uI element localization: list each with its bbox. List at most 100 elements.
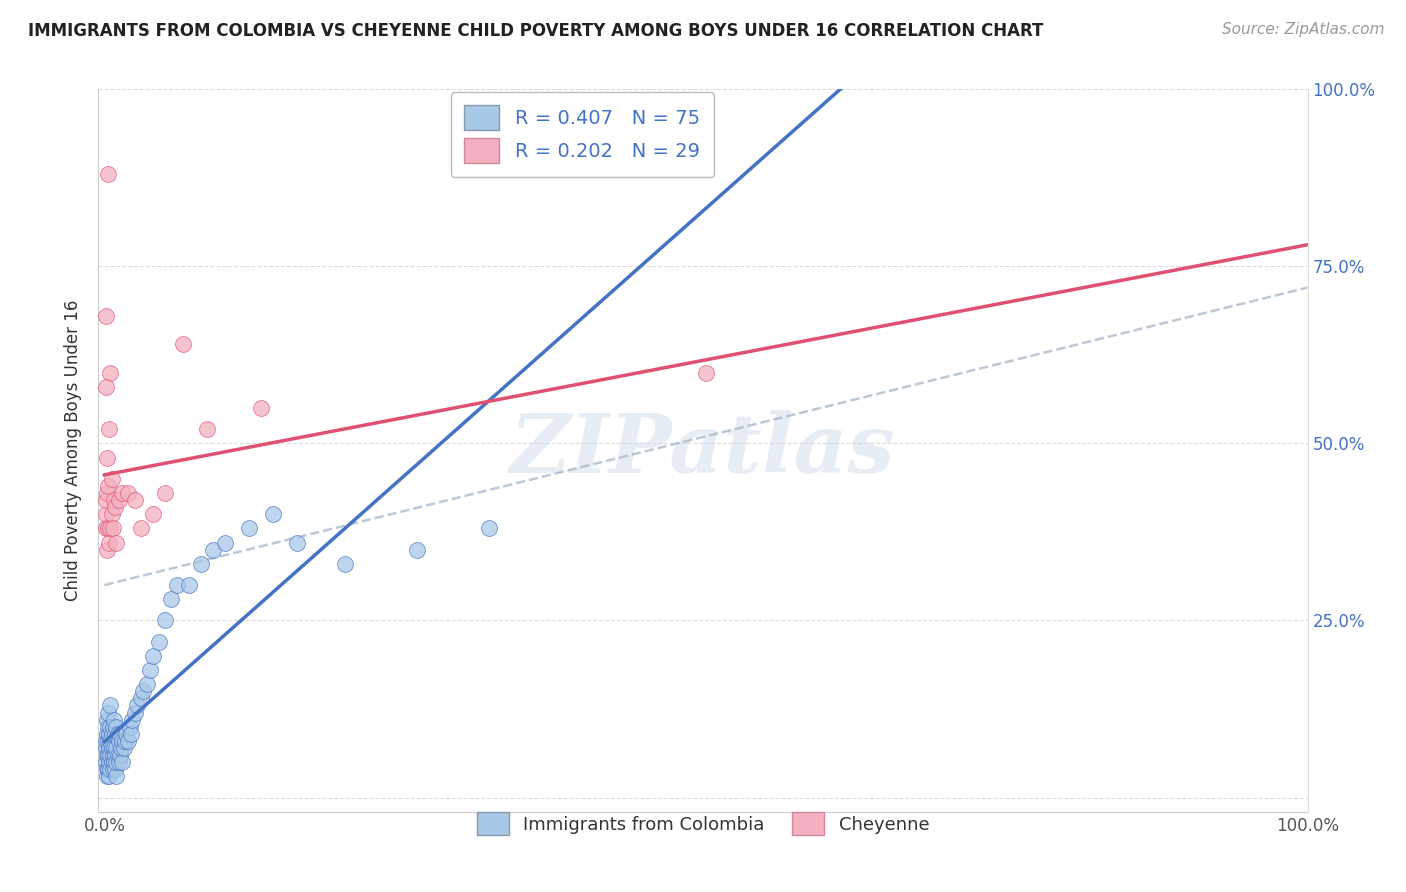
- Point: [107, 747, 129, 762]
- Point: [100, 720, 122, 734]
- Point: [108, 755, 131, 769]
- Point: [111, 734, 134, 748]
- Point: [98, 422, 121, 436]
- Point: [100, 366, 122, 380]
- Point: [103, 741, 125, 756]
- Point: [101, 747, 124, 762]
- Point: [105, 755, 128, 769]
- Point: [129, 691, 152, 706]
- Point: [238, 521, 260, 535]
- Point: [135, 677, 157, 691]
- Point: [695, 366, 717, 380]
- Point: [94, 521, 117, 535]
- Point: [100, 507, 122, 521]
- Point: [333, 557, 356, 571]
- Point: [97, 521, 120, 535]
- Point: [98, 755, 121, 769]
- Point: [108, 734, 131, 748]
- Point: [117, 486, 139, 500]
- Point: [406, 542, 429, 557]
- Point: [97, 479, 120, 493]
- Point: [98, 741, 121, 756]
- Point: [105, 535, 128, 549]
- Point: [103, 713, 125, 727]
- Point: [172, 337, 194, 351]
- Point: [94, 380, 117, 394]
- Point: [111, 486, 134, 500]
- Point: [96, 747, 118, 762]
- Point: [104, 762, 127, 776]
- Point: [94, 309, 117, 323]
- Text: IMMIGRANTS FROM COLOMBIA VS CHEYENNE CHILD POVERTY AMONG BOYS UNDER 16 CORRELATI: IMMIGRANTS FROM COLOMBIA VS CHEYENNE CHI…: [28, 22, 1043, 40]
- Point: [98, 727, 121, 741]
- Point: [478, 521, 501, 535]
- Legend: Immigrants from Colombia, Cheyenne: Immigrants from Colombia, Cheyenne: [465, 801, 941, 846]
- Point: [105, 720, 128, 734]
- Point: [107, 727, 129, 741]
- Point: [120, 727, 142, 741]
- Point: [148, 634, 170, 648]
- Y-axis label: Child Poverty Among Boys Under 16: Child Poverty Among Boys Under 16: [65, 300, 83, 601]
- Point: [94, 493, 117, 508]
- Point: [103, 755, 125, 769]
- Point: [94, 755, 117, 769]
- Point: [111, 755, 134, 769]
- Point: [104, 747, 127, 762]
- Point: [118, 720, 141, 734]
- Point: [97, 706, 120, 720]
- Point: [101, 521, 124, 535]
- Point: [104, 727, 127, 741]
- Point: [201, 542, 224, 557]
- Point: [96, 762, 118, 776]
- Point: [94, 741, 117, 756]
- Point: [100, 747, 122, 762]
- Point: [124, 493, 146, 508]
- Point: [98, 769, 121, 783]
- Point: [285, 535, 308, 549]
- Point: [97, 747, 120, 762]
- Point: [112, 741, 135, 756]
- Point: [100, 755, 122, 769]
- Point: [94, 734, 117, 748]
- Point: [100, 727, 122, 741]
- Point: [97, 720, 120, 734]
- Point: [190, 557, 212, 571]
- Point: [104, 500, 127, 515]
- Point: [96, 727, 118, 741]
- Point: [177, 578, 200, 592]
- Point: [166, 578, 188, 592]
- Text: ZIPatlas: ZIPatlas: [510, 410, 896, 491]
- Point: [108, 727, 131, 741]
- Point: [159, 592, 181, 607]
- Point: [124, 706, 146, 720]
- Point: [100, 472, 122, 486]
- Point: [96, 769, 118, 783]
- Point: [132, 684, 155, 698]
- Point: [101, 720, 124, 734]
- Point: [115, 727, 138, 741]
- Point: [153, 614, 176, 628]
- Point: [105, 769, 128, 783]
- Point: [94, 507, 117, 521]
- Point: [117, 734, 139, 748]
- Point: [100, 698, 122, 713]
- Point: [110, 741, 132, 756]
- Point: [214, 535, 236, 549]
- Point: [101, 762, 124, 776]
- Point: [97, 762, 120, 776]
- Point: [139, 663, 162, 677]
- Point: [114, 734, 136, 748]
- Point: [250, 401, 273, 415]
- Point: [125, 698, 148, 713]
- Point: [100, 521, 122, 535]
- Point: [100, 734, 122, 748]
- Point: [129, 521, 152, 535]
- Point: [96, 450, 118, 465]
- Point: [96, 486, 118, 500]
- Point: [97, 167, 120, 181]
- Point: [100, 741, 122, 756]
- Text: Source: ZipAtlas.com: Source: ZipAtlas.com: [1222, 22, 1385, 37]
- Point: [108, 747, 131, 762]
- Point: [96, 542, 118, 557]
- Point: [121, 713, 143, 727]
